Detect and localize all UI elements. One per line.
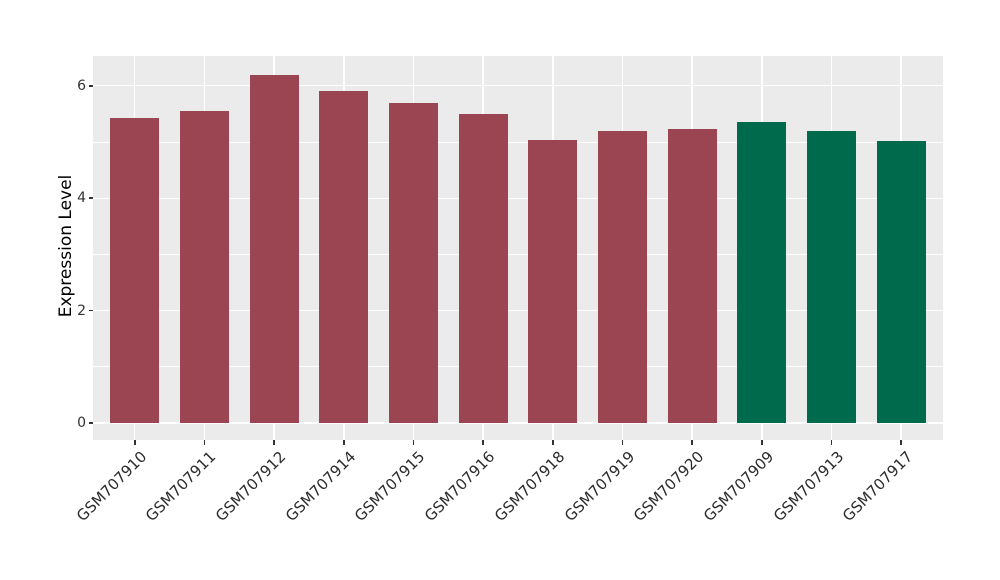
- x-axis-tick-mark: [343, 440, 345, 445]
- plot-panel: [93, 56, 943, 440]
- x-axis-tick-label: GSM707916: [421, 447, 499, 525]
- bar-GSM707917: [876, 141, 926, 423]
- x-axis-tick-mark: [203, 440, 206, 445]
- x-axis-tick-mark: [273, 440, 275, 445]
- bar-GSM707920: [667, 128, 717, 423]
- gridline-major-horizontal: [93, 197, 943, 199]
- gridline-major-horizontal: [93, 309, 943, 312]
- y-axis-tick-label: 2: [77, 302, 86, 319]
- y-axis-tick-mark: [88, 197, 93, 199]
- bar-GSM707911: [179, 111, 229, 423]
- y-axis-tick-label: 4: [77, 190, 86, 207]
- x-axis-tick-label: GSM707915: [351, 447, 429, 525]
- y-axis-tick-mark: [88, 309, 93, 312]
- bar-GSM707918: [528, 139, 578, 423]
- bar-GSM707909: [737, 122, 787, 423]
- x-axis-tick-mark: [482, 440, 484, 445]
- x-axis-tick-label: GSM707912: [212, 447, 290, 525]
- x-axis-tick-label: GSM707914: [281, 447, 360, 525]
- gridline-minor-horizontal: [93, 366, 943, 368]
- x-axis-tick-mark: [830, 440, 833, 445]
- x-axis-tick-label: GSM707909: [699, 447, 778, 525]
- gridline-major-horizontal: [93, 422, 943, 424]
- x-axis-tick-label: GSM707917: [839, 447, 917, 525]
- x-axis-tick-label: GSM707920: [630, 447, 708, 525]
- bar-GSM707910: [110, 117, 160, 423]
- gridline-minor-horizontal: [93, 254, 943, 255]
- x-axis-tick-mark: [621, 440, 624, 445]
- x-axis-tick-label: GSM707910: [72, 447, 151, 525]
- bar-GSM707916: [458, 113, 508, 423]
- bar-GSM707914: [319, 91, 369, 423]
- bar-GSM707915: [388, 102, 438, 423]
- gridline-minor-horizontal: [93, 141, 943, 143]
- x-axis-tick-mark: [900, 440, 902, 445]
- x-axis-tick-mark: [691, 440, 693, 445]
- bar-GSM707912: [249, 74, 299, 423]
- y-axis-tick-mark: [88, 85, 93, 87]
- x-axis-tick-label: GSM707919: [560, 447, 638, 525]
- y-axis-tick-label: 6: [77, 77, 86, 94]
- bar-GSM707913: [807, 130, 857, 423]
- gridline-major-horizontal: [93, 85, 943, 87]
- x-axis-tick-label: GSM707911: [142, 447, 220, 525]
- x-axis-tick-mark: [412, 440, 415, 445]
- x-axis-tick-label: GSM707913: [769, 447, 847, 525]
- bar-GSM707919: [598, 131, 647, 423]
- x-axis-tick-mark: [552, 440, 554, 445]
- y-axis-tick-mark: [88, 422, 93, 424]
- x-axis-tick-label: GSM707918: [490, 447, 569, 525]
- x-axis-tick-mark: [134, 440, 136, 445]
- y-axis-tick-label: 0: [77, 415, 86, 431]
- x-axis-tick-mark: [761, 440, 763, 445]
